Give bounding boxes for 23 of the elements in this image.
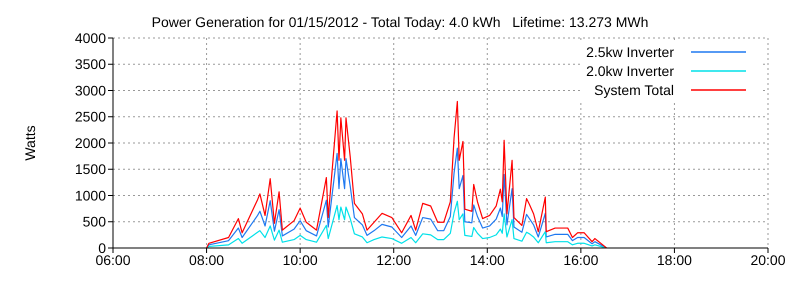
y-tick-label: 0 (98, 240, 106, 256)
y-tick-label: 1000 (74, 187, 106, 204)
x-tick-label: 18:00 (656, 252, 692, 268)
y-axis-title: Watts (22, 125, 38, 161)
x-tick-label: 10:00 (282, 252, 318, 268)
legend-label: 2.5kw Inverter (586, 44, 674, 60)
x-tick-label: 08:00 (189, 252, 224, 268)
line-series (206, 200, 608, 248)
line-series (206, 100, 608, 248)
x-tick-label: 20:00 (750, 252, 786, 268)
y-tick-label: 500 (82, 214, 106, 230)
y-tick-label: 2500 (74, 108, 106, 125)
y-tick-label: 3000 (74, 82, 106, 98)
y-tick-label: 4000 (74, 30, 106, 46)
chart-title: Power Generation for 01/15/2012 - Total Today: 4.0 kWh Lifetime: 13.273 MWh (150, 14, 650, 30)
legend-label: System Total (594, 82, 674, 98)
x-tick-label: 14:00 (470, 252, 506, 268)
y-tick-label: 3500 (74, 56, 106, 72)
legend-label: 2.0kw Inverter (586, 62, 674, 78)
x-tick-label: 16:00 (563, 252, 599, 268)
y-tick-label: 1500 (74, 161, 106, 178)
y-tick-label: 2000 (74, 134, 106, 151)
x-tick-label: 12:00 (376, 252, 412, 268)
